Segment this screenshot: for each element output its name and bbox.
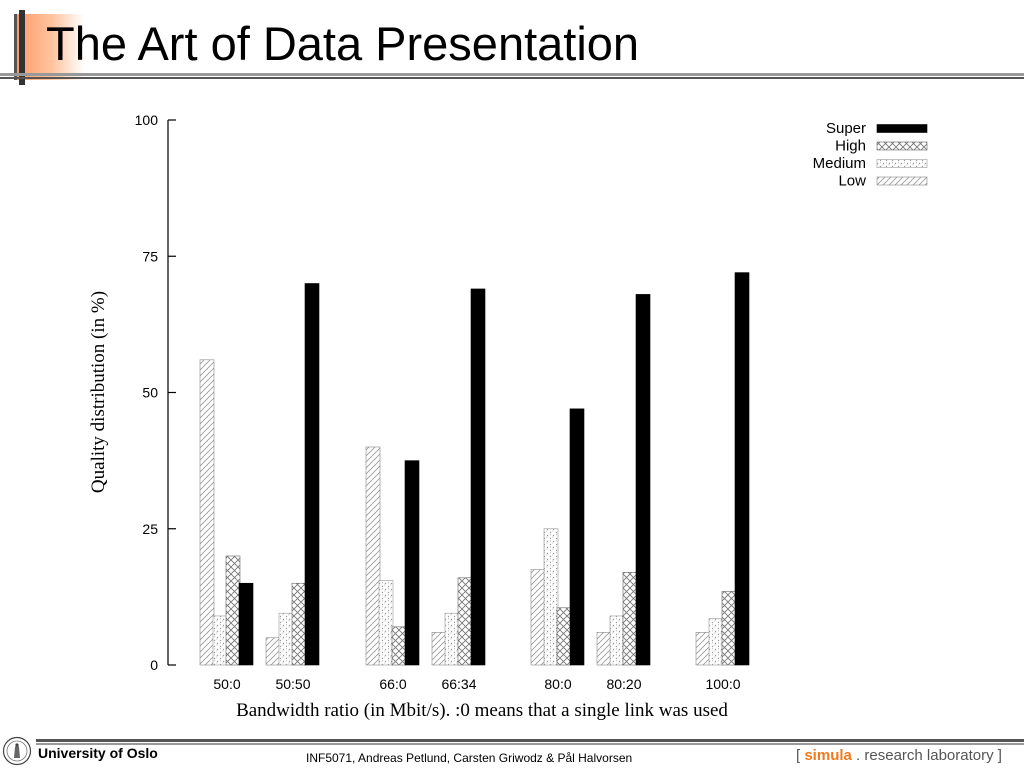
- bar-high-80:20: [622, 572, 638, 666]
- lab-name-rest: research laboratory: [864, 747, 994, 764]
- bar-low-80:20: [596, 631, 612, 666]
- footer-course-info: INF5071, Andreas Petlund, Carsten Griwod…: [306, 751, 633, 765]
- bar-medium-100:0: [708, 618, 724, 666]
- x-tick-label: 66:34: [441, 676, 476, 692]
- lab-name-accent: simula: [804, 747, 852, 764]
- legend-label-low: Low: [838, 173, 866, 190]
- bar-medium-80:0: [543, 528, 559, 666]
- bar-chart: 0 25 50 75 100 50:0 50:50 66:0 66:34 80:0 80:20 100…: [88, 112, 928, 721]
- chart-labels: 0 25 50 75 100 50:0 50:50 66:0 66:34 80:0 80:20 100…: [88, 112, 741, 721]
- legend-swatch-medium: [876, 159, 928, 168]
- footer-lab-name: [ simula . research laboratory ]: [796, 747, 1002, 764]
- footer-organization: University of Oslo: [38, 745, 158, 761]
- lab-bracket-close: ]: [997, 747, 1002, 764]
- x-tick-label: 80:20: [606, 676, 641, 692]
- page-title: The Art of Data Presentation: [46, 17, 640, 70]
- title-divider-line-secondary: [0, 77, 1024, 79]
- bar-high-50:0: [225, 555, 241, 666]
- bar-medium-80:20: [609, 615, 625, 666]
- x-tick-label: 100:0: [705, 676, 740, 692]
- bar-high-80:0: [556, 607, 572, 666]
- bar-low-66:0: [365, 446, 381, 666]
- bar-super-66:0: [404, 460, 420, 666]
- title-divider-line: [0, 73, 1024, 76]
- bar-super-80:20: [635, 294, 651, 666]
- x-tick-label: 50:0: [213, 676, 240, 692]
- lab-bracket-open: [: [796, 747, 801, 764]
- legend-swatch-low: [876, 176, 928, 186]
- y-tick-label: 25: [142, 521, 158, 537]
- bar-medium-50:50: [278, 612, 294, 666]
- bar-super-50:0: [238, 582, 254, 666]
- bar-super-50:50: [304, 283, 320, 666]
- legend-label-high: High: [835, 138, 866, 155]
- bar-low-100:0: [695, 631, 711, 666]
- title-accent-line: [14, 14, 17, 80]
- x-tick-label: 80:0: [544, 676, 571, 692]
- bar-high-100:0: [721, 591, 737, 666]
- bar-low-80:0: [530, 569, 546, 666]
- bar-medium-66:0: [378, 580, 394, 666]
- x-tick-label: 66:0: [379, 676, 406, 692]
- bar-high-50:50: [291, 582, 307, 666]
- y-axis-label: Quality distribution (in %): [88, 291, 109, 493]
- chart-axes: [167, 119, 176, 666]
- y-tick-label: 100: [135, 112, 159, 128]
- bar-low-50:0: [199, 359, 215, 666]
- legend-swatch-high: [876, 141, 928, 151]
- bar-high-66:34: [457, 577, 473, 666]
- legend-label-super: Super: [826, 120, 866, 137]
- y-tick-label: 50: [142, 385, 158, 401]
- x-tick-label: 50:50: [275, 676, 310, 692]
- bar-medium-66:34: [444, 612, 460, 666]
- footer-divider-line-secondary: [36, 743, 1024, 745]
- y-tick-label: 0: [150, 657, 158, 673]
- title-accent-bar: [19, 10, 25, 85]
- title-accent-gradient: [14, 14, 84, 80]
- lab-dot: .: [856, 747, 861, 764]
- bar-high-66:0: [391, 626, 407, 666]
- footer-divider-line: [36, 739, 1024, 742]
- legend-swatch-super: [876, 124, 928, 133]
- bar-medium-50:0: [212, 615, 228, 666]
- y-tick-label: 75: [142, 248, 158, 264]
- bar-super-100:0: [734, 272, 750, 666]
- bar-super-80:0: [569, 408, 585, 666]
- bar-low-66:34: [431, 631, 447, 666]
- chart-bars: [199, 272, 750, 666]
- legend-label-medium: Medium: [813, 155, 866, 172]
- university-seal-icon: [2, 736, 32, 766]
- bar-super-66:34: [470, 288, 486, 666]
- x-axis-label: Bandwidth ratio (in Mbit/s). :0 means th…: [236, 700, 728, 721]
- bar-low-50:50: [265, 637, 281, 666]
